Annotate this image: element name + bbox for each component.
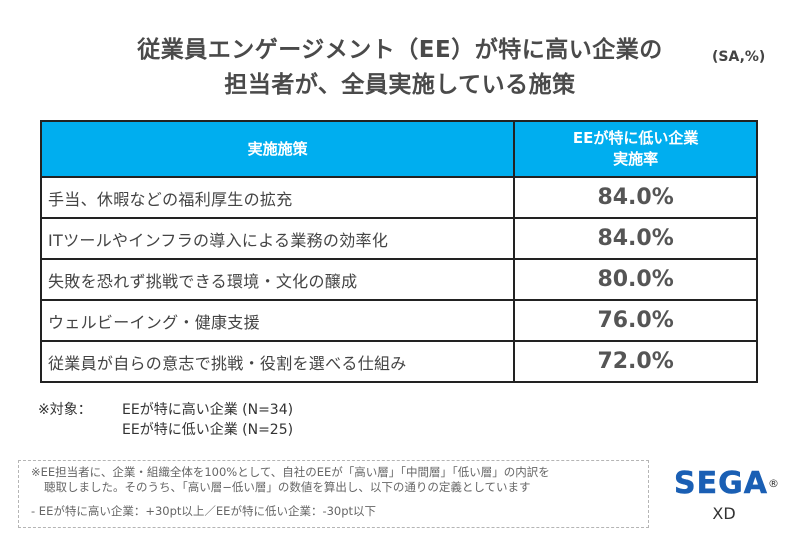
- rate-cell: 84.0%: [513, 176, 758, 219]
- title-line-2: 担当者が、全員実施している施策: [224, 72, 576, 98]
- measure-cell: ウェルビーイング・健康支援: [39, 299, 516, 342]
- title-line-1: 従業員エンゲージメント（EE）が特に高い企業の: [137, 37, 663, 63]
- measure-cell: 手当、休暇などの福利厚生の拡充: [39, 176, 516, 219]
- logo-sub: XD: [712, 504, 736, 523]
- header-rate: EEが特に低い企業 実施率: [513, 120, 758, 178]
- target-low: EEが特に低い企業 (N=25): [122, 422, 294, 438]
- measure-cell: ITツールやインフラの導入による業務の効率化: [39, 217, 516, 260]
- sega-xd-logo: SEGA® XD: [672, 466, 782, 523]
- header-rate-line-2: 実施率: [613, 150, 659, 168]
- measures-table: 実施施策 EEが特に低い企業 実施率 手当、休暇などの福利厚生の拡充 84.0%…: [39, 120, 758, 383]
- rate-cell: 84.0%: [513, 217, 758, 260]
- header-rate-line-1: EEが特に低い企業: [572, 129, 699, 147]
- table-header-row: 実施施策 EEが特に低い企業 実施率: [39, 120, 758, 178]
- registered-mark-icon: ®: [767, 477, 780, 490]
- rate-cell: 72.0%: [513, 340, 758, 383]
- rate-cell: 76.0%: [513, 299, 758, 342]
- definition-note-box: ※EE担当者に、企業・組織全体を100%として、自社のEEが「高い層」「中間層」…: [18, 460, 649, 528]
- rate-cell: 80.0%: [513, 258, 758, 301]
- table-row: 手当、休暇などの福利厚生の拡充 84.0%: [39, 176, 758, 219]
- note-definition: - EEが特に高い企業：+30pt以上／EEが特に低い企業：-30pt以下: [31, 504, 377, 518]
- logo-brand: SEGA®: [674, 466, 780, 501]
- table-row: ウェルビーイング・健康支援 76.0%: [39, 299, 758, 342]
- target-label: ※対象：: [38, 402, 92, 418]
- target-sample-note: ※対象： EEが特に高い企業 (N=34) EEが特に低い企業 (N=25): [38, 400, 293, 440]
- unit-label: (SA,%): [712, 49, 766, 65]
- table-row: ITツールやインフラの導入による業務の効率化 84.0%: [39, 217, 758, 260]
- table-row: 従業員が自らの意志で挑戦・役割を選べる仕組み 72.0%: [39, 340, 758, 383]
- target-high: EEが特に高い企業 (N=34): [122, 402, 294, 418]
- table-row: 失敗を恐れず挑戦できる環境・文化の醸成 80.0%: [39, 258, 758, 301]
- note-line-1: ※EE担当者に、企業・組織全体を100%として、自社のEEが「高い層」「中間層」…: [31, 465, 550, 479]
- measure-cell: 失敗を恐れず挑戦できる環境・文化の醸成: [39, 258, 516, 301]
- header-measure: 実施施策: [39, 120, 516, 178]
- page-title: 従業員エンゲージメント（EE）が特に高い企業の 担当者が、全員実施している施策: [100, 33, 700, 103]
- note-line-2: 聴取しました。そのうち、「高い層−低い層」の数値を算出し、以下の通りの定義として…: [44, 480, 531, 494]
- measure-cell: 従業員が自らの意志で挑戦・役割を選べる仕組み: [39, 340, 516, 383]
